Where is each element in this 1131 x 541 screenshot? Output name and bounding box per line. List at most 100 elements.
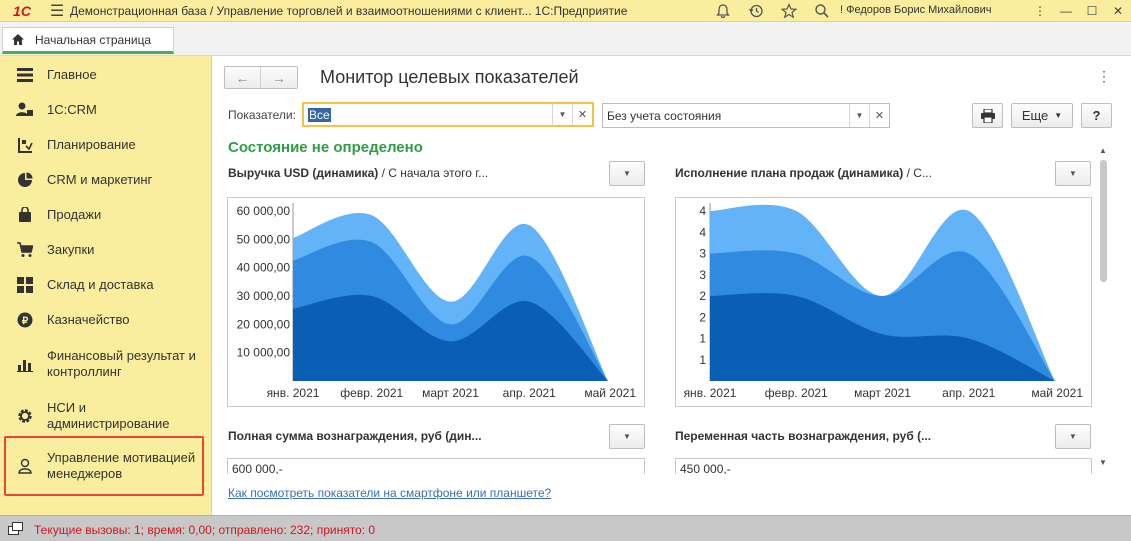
minimize-icon[interactable]: — xyxy=(1060,4,1072,18)
status-text: Текущие вызовы: 1; время: 0,00; отправле… xyxy=(34,523,376,537)
y-tick-label: 1 xyxy=(699,332,706,346)
first-tick-label: 450 000,- xyxy=(680,462,731,474)
x-tick-label: март 2021 xyxy=(422,386,479,400)
nav-buttons: ← → xyxy=(224,66,298,89)
sidebar-item-motivation[interactable]: Управление мотивацией менеджеров xyxy=(0,448,212,484)
x-tick-label: янв. 2021 xyxy=(684,386,737,400)
indicators-label: Показатели: xyxy=(228,108,296,122)
panel-title-sales-plan: Исполнение плана продаж (динамика) / С..… xyxy=(675,166,932,180)
more-button-label: Еще xyxy=(1021,108,1049,123)
more-button[interactable]: Еще ▼ xyxy=(1011,103,1073,128)
sidebar: Главное 1С:CRM Планирование CRM и маркет… xyxy=(0,56,212,515)
sidebar-item-label: 1С:CRM xyxy=(47,102,97,117)
chart-variable-reward: 450 000,- xyxy=(675,458,1092,474)
y-tick-label: 40 000,00 xyxy=(237,261,291,275)
sidebar-item-label: Казначейство xyxy=(47,312,130,327)
grid-icon xyxy=(16,276,34,294)
bell-icon[interactable] xyxy=(706,0,739,22)
print-button[interactable] xyxy=(972,103,1003,128)
panel-menu-button[interactable]: ▼ xyxy=(609,424,645,449)
y-tick-label: 2 xyxy=(699,289,706,303)
sidebar-item-crm[interactable]: 1С:CRM xyxy=(0,101,212,119)
chevron-down-icon[interactable]: ▼ xyxy=(552,103,572,126)
printer-icon xyxy=(980,108,995,123)
y-tick-label: 30 000,00 xyxy=(237,289,291,303)
more-vert-icon[interactable]: ⋮ xyxy=(1034,4,1046,18)
sidebar-item-crm-marketing[interactable]: CRM и маркетинг xyxy=(0,171,212,189)
scroll-down-icon[interactable]: ▼ xyxy=(1099,458,1107,467)
app-logo: 1С xyxy=(13,2,31,19)
back-button[interactable]: ← xyxy=(225,67,262,88)
mobile-help-link[interactable]: Как посмотреть показатели на смартфоне и… xyxy=(228,486,552,500)
panel-title-variable-reward: Переменная часть вознаграждения, руб (..… xyxy=(675,429,931,443)
sidebar-item-label: Управление мотивацией менеджеров xyxy=(47,450,196,481)
help-button[interactable]: ? xyxy=(1081,103,1112,128)
clear-icon[interactable]: ✕ xyxy=(572,103,592,126)
person-icon xyxy=(16,457,34,475)
star-icon[interactable] xyxy=(772,0,805,22)
scroll-up-icon[interactable]: ▲ xyxy=(1099,146,1107,155)
sales-plan-area-chart: 4 4 3 3 2 2 1 1 янв. 2021 февр. 2021 март 2021 апр.… xyxy=(684,203,1083,400)
chart-revenue: 60 000,00 50 000,00 40 000,00 30 000,00 20 0… xyxy=(227,197,645,407)
sidebar-item-purchases[interactable]: Закупки xyxy=(0,241,212,259)
panel-title-rest: / С начала этого г... xyxy=(378,166,489,180)
windows-icon[interactable] xyxy=(8,522,24,539)
bars-icon xyxy=(16,355,34,373)
tab-home-label: Начальная страница xyxy=(35,32,152,47)
y-tick-label: 10 000,00 xyxy=(237,346,291,360)
forward-button[interactable]: → xyxy=(272,69,286,86)
search-icon[interactable] xyxy=(805,0,838,22)
y-tick-label: 3 xyxy=(699,247,706,261)
sidebar-item-planning[interactable]: Планирование xyxy=(0,136,212,154)
area-series xyxy=(293,294,608,381)
panel-title-revenue: Выручка USD (динамика) / С начала этого … xyxy=(228,166,488,180)
indicators-select[interactable]: Все ▼ ✕ xyxy=(302,102,594,127)
y-tick-label: 4 xyxy=(699,204,706,218)
first-tick-label: 600 000,- xyxy=(232,462,283,474)
sidebar-item-label: Склад и доставка xyxy=(47,277,154,292)
sidebar-item-treasury[interactable]: ₽ Казначейство xyxy=(0,311,212,329)
panel-menu-button[interactable]: ▼ xyxy=(609,161,645,186)
sidebar-item-label: Закупки xyxy=(47,242,95,257)
panel-title-bold: Переменная часть вознаграждения, руб (..… xyxy=(675,429,932,443)
x-tick-label: апр. 2021 xyxy=(942,386,996,400)
panel-title-bold: Выручка USD (динамика) xyxy=(228,166,379,180)
page-title: Монитор целевых показателей xyxy=(320,67,579,87)
clear-icon[interactable]: ✕ xyxy=(869,104,889,127)
current-user[interactable]: ! Федоров Борис Михайлович xyxy=(840,4,992,16)
history-icon[interactable] xyxy=(739,0,772,22)
sidebar-item-sales[interactable]: Продажи xyxy=(0,206,212,224)
title-bar: 1С ☰ Демонстрационная база / Управление … xyxy=(0,0,1131,22)
y-tick-label: 2 xyxy=(699,310,706,324)
area-series xyxy=(710,293,1055,381)
more-actions-icon[interactable]: ⋮ xyxy=(1097,68,1111,84)
x-tick-label: февр. 2021 xyxy=(765,386,828,400)
x-tick-label: май 2021 xyxy=(584,386,636,400)
user-icon xyxy=(16,101,34,119)
x-tick-label: апр. 2021 xyxy=(503,386,557,400)
list-icon xyxy=(16,66,34,84)
sidebar-item-main[interactable]: Главное xyxy=(0,66,212,84)
chevron-down-icon[interactable]: ▼ xyxy=(849,104,869,127)
y-tick-label: 20 000,00 xyxy=(237,317,291,331)
sidebar-item-warehouse[interactable]: Склад и доставка xyxy=(0,276,212,294)
coin-icon: ₽ xyxy=(16,311,34,329)
sidebar-item-label: Главное xyxy=(47,67,97,82)
cart-icon xyxy=(16,241,34,259)
state-value: Без учета состояния xyxy=(607,108,722,123)
panel-menu-button[interactable]: ▼ xyxy=(1055,424,1091,449)
sidebar-item-financial-result[interactable]: Финансовый результат и контроллинг xyxy=(0,346,212,382)
scrollbar-thumb[interactable] xyxy=(1100,160,1107,282)
panel-menu-button[interactable]: ▼ xyxy=(1055,161,1091,186)
maximize-icon[interactable]: ☐ xyxy=(1086,4,1098,18)
status-heading: Состояние не определено xyxy=(228,139,423,156)
chevron-down-icon: ▼ xyxy=(1054,111,1063,120)
selection-highlight xyxy=(4,436,204,496)
state-select[interactable]: Без учета состояния ▼ ✕ xyxy=(602,103,890,128)
close-icon[interactable]: ✕ xyxy=(1112,4,1124,18)
sidebar-item-admin[interactable]: НСИ и администрирование xyxy=(0,398,212,434)
home-icon xyxy=(12,34,24,45)
main-menu-icon[interactable]: ☰ xyxy=(49,2,65,20)
sidebar-item-label: НСИ и администрирование xyxy=(47,400,170,431)
tab-home[interactable]: Начальная страница xyxy=(2,27,174,54)
